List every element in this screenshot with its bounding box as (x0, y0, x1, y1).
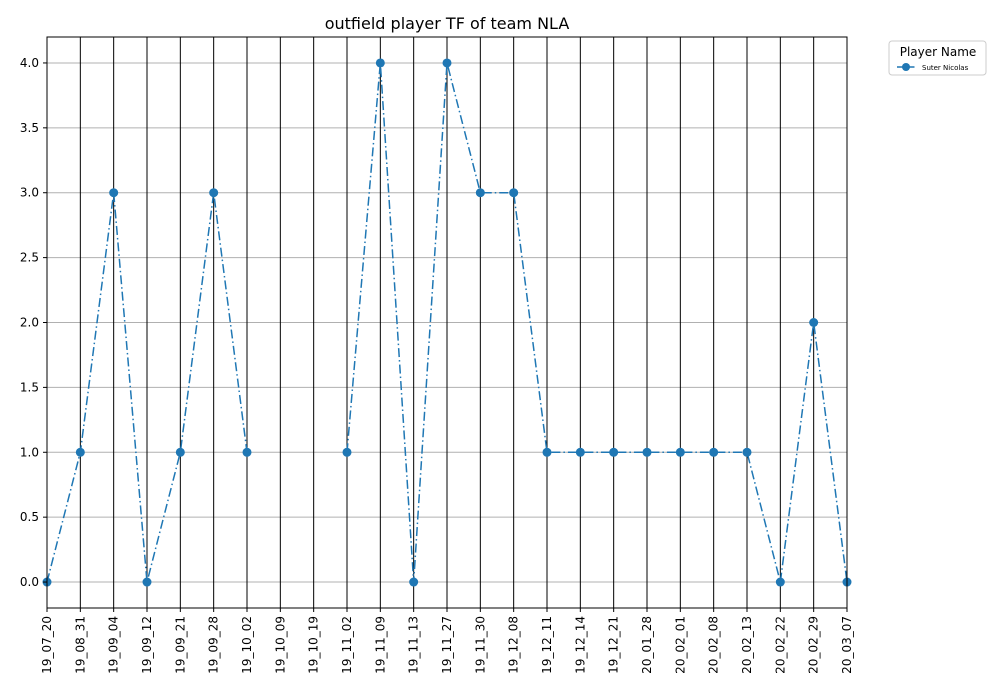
x-tick-label: 20_03_07 (840, 616, 854, 674)
data-point (409, 577, 419, 587)
chart-title: outfield player TF of team NLA (325, 14, 570, 33)
y-tick-label: 3.0 (20, 186, 39, 200)
data-point (675, 447, 685, 457)
series-line (346, 62, 848, 583)
y-tick-label: 1.0 (20, 445, 39, 459)
legend-entry-label: Suter Nicolas (922, 64, 969, 72)
x-tick-label: 20_02_22 (773, 616, 787, 674)
data-point (242, 447, 252, 457)
data-point (475, 188, 485, 198)
data-point (375, 58, 385, 68)
data-point (542, 447, 552, 457)
x-tick-label: 19_12_08 (507, 616, 521, 674)
data-points (42, 58, 852, 587)
x-tick-label: 19_11_02 (340, 616, 354, 674)
x-tick-label: 20_02_29 (807, 616, 821, 674)
y-tick-label: 4.0 (20, 56, 39, 70)
y-tick-label: 0.0 (20, 575, 39, 589)
x-tick-label: 19_07_20 (40, 616, 54, 674)
data-point (109, 188, 119, 198)
data-point (509, 188, 519, 198)
y-tick-label: 0.5 (20, 510, 39, 524)
data-point (609, 447, 619, 457)
x-tick-label: 19_09_28 (207, 616, 221, 674)
data-point (175, 447, 185, 457)
x-tick-label: 20_02_08 (707, 616, 721, 674)
x-tick-label: 19_09_04 (107, 616, 121, 674)
x-tick-label: 19_09_12 (140, 616, 154, 674)
data-point (642, 447, 652, 457)
x-tick-label: 19_11_13 (407, 616, 421, 674)
x-tick-label: 19_10_02 (240, 616, 254, 674)
data-point (775, 577, 785, 587)
legend-title: Player Name (900, 45, 977, 59)
data-point (142, 577, 152, 587)
x-tick-label: 19_11_30 (473, 616, 487, 674)
x-tick-label: 19_11_09 (373, 616, 387, 674)
x-tick-label: 20_01_28 (640, 616, 654, 674)
data-point (209, 188, 219, 198)
data-point (742, 447, 752, 457)
x-tick-label: 19_12_11 (540, 616, 554, 674)
y-tick-label: 1.5 (20, 380, 39, 394)
y-tick-label: 2.0 (20, 316, 39, 330)
x-tick-label: 19_10_19 (307, 616, 321, 674)
x-tick-label: 19_10_09 (273, 616, 287, 674)
data-point (442, 58, 452, 68)
data-point (342, 447, 352, 457)
x-tick-label: 19_12_21 (607, 616, 621, 674)
x-tick-label: 19_12_14 (573, 616, 587, 674)
x-axis: 19_07_20 19_08_31 19_09_04 19_09_12 19_09_21… (40, 608, 854, 674)
x-tick-label: 20_02_13 (740, 616, 754, 674)
data-point (809, 318, 819, 327)
y-axis: 0.0 0.5 1.0 1.5 2.0 2.5 3.0 3.5 4.0 (20, 56, 47, 589)
x-tick-label: 20_02_01 (673, 616, 687, 674)
x-tick-label: 19_11_27 (440, 616, 454, 674)
vertical-grid (46, 37, 848, 608)
legend: Player Name Suter Nicolas (888, 40, 987, 76)
y-tick-label: 2.5 (20, 251, 39, 265)
data-point (575, 447, 585, 457)
y-tick-label: 3.5 (20, 121, 39, 135)
data-point (75, 447, 85, 457)
x-tick-label: 19_08_31 (73, 616, 87, 674)
x-tick-label: 19_09_21 (173, 616, 187, 674)
data-point (709, 447, 719, 457)
legend-marker-sample (902, 63, 910, 71)
